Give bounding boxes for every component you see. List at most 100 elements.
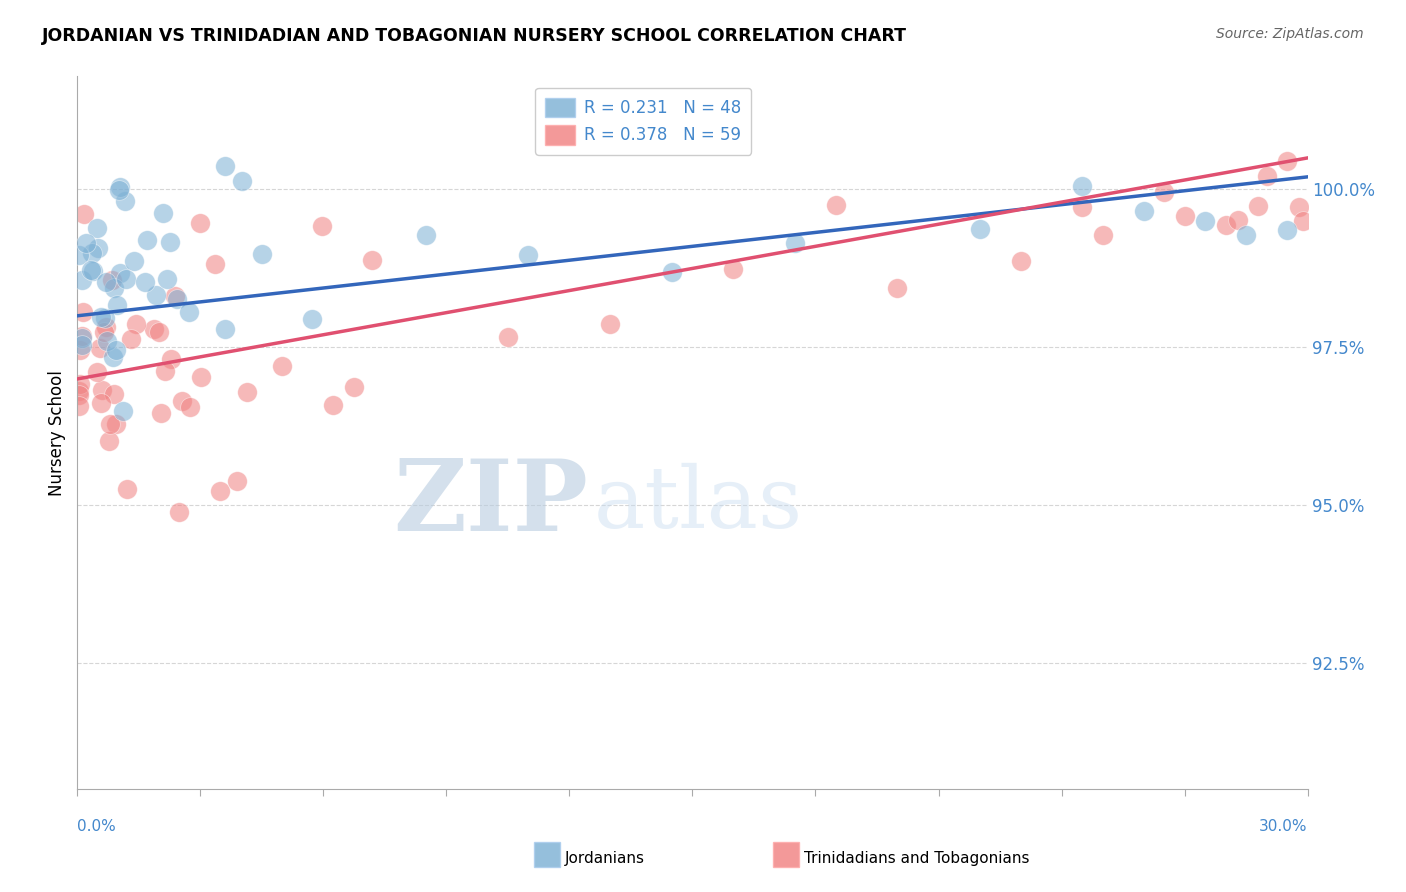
Text: 0.0%: 0.0% — [77, 820, 117, 834]
Y-axis label: Nursery School: Nursery School — [48, 369, 66, 496]
Point — [886, 281, 908, 295]
Point — [179, 400, 201, 414]
Point — [96, 334, 118, 348]
Point — [1091, 227, 1114, 242]
Point — [70, 331, 93, 345]
Point — [1234, 227, 1257, 242]
Point — [661, 265, 683, 279]
Point — [169, 505, 191, 519]
Point — [231, 174, 253, 188]
Text: ZIP: ZIP — [394, 456, 588, 552]
Point — [190, 370, 212, 384]
Text: JORDANIAN VS TRINIDADIAN AND TOBAGONIAN NURSERY SCHOOL CORRELATION CHART: JORDANIAN VS TRINIDADIAN AND TOBAGONIAN … — [42, 27, 907, 45]
Point — [98, 417, 121, 431]
Point — [322, 398, 344, 412]
Point — [208, 483, 231, 498]
Point — [90, 396, 112, 410]
Point — [1288, 201, 1310, 215]
Point — [152, 205, 174, 219]
Point — [969, 222, 991, 236]
Point — [103, 387, 125, 401]
Point — [70, 273, 93, 287]
Point — [517, 248, 540, 262]
Point — [87, 241, 110, 255]
Point — [1247, 199, 1270, 213]
Point — [136, 233, 159, 247]
Point — [72, 305, 94, 319]
Point — [86, 221, 108, 235]
Point — [1275, 154, 1298, 169]
Point — [1010, 253, 1032, 268]
Point — [122, 253, 145, 268]
Text: Source: ZipAtlas.com: Source: ZipAtlas.com — [1216, 27, 1364, 41]
Point — [723, 262, 745, 277]
Point — [105, 343, 128, 357]
Point — [125, 317, 148, 331]
Point — [1194, 213, 1216, 227]
Point — [1071, 200, 1094, 214]
Point — [159, 235, 181, 249]
Point — [143, 322, 166, 336]
Point — [1174, 209, 1197, 223]
Point — [67, 384, 90, 398]
Point — [166, 292, 188, 306]
Text: atlas: atlas — [595, 462, 803, 546]
Point — [599, 317, 621, 331]
Point — [361, 253, 384, 268]
Point — [1226, 213, 1249, 227]
Point — [86, 366, 108, 380]
Point — [114, 194, 136, 208]
Point — [496, 330, 519, 344]
Point — [105, 297, 128, 311]
Point — [75, 236, 97, 251]
Point — [80, 262, 103, 277]
Point — [825, 198, 848, 212]
Point — [1256, 169, 1278, 183]
Point — [93, 325, 115, 339]
Text: Trinidadians and Tobagonians: Trinidadians and Tobagonians — [804, 851, 1029, 865]
Point — [115, 272, 138, 286]
Point — [1132, 204, 1154, 219]
Point — [72, 329, 94, 343]
Point — [163, 289, 186, 303]
Point — [115, 482, 138, 496]
Point — [1153, 186, 1175, 200]
Point — [188, 216, 211, 230]
Point — [108, 183, 131, 197]
Point — [70, 338, 93, 352]
Point — [89, 310, 111, 325]
Point — [153, 364, 176, 378]
Point — [94, 275, 117, 289]
Point — [179, 304, 201, 318]
Point — [204, 257, 226, 271]
Point — [415, 227, 437, 242]
Point — [67, 399, 90, 413]
Point — [96, 320, 118, 334]
Point — [225, 474, 247, 488]
Point — [101, 350, 124, 364]
Point — [108, 180, 131, 194]
Point — [172, 393, 194, 408]
Point — [89, 341, 111, 355]
Text: Jordanians: Jordanians — [565, 851, 645, 865]
Point — [94, 311, 117, 326]
Point — [104, 417, 127, 432]
Point — [69, 376, 91, 391]
Point — [73, 206, 96, 220]
Point — [82, 246, 104, 260]
Point — [82, 264, 104, 278]
Point — [134, 275, 156, 289]
Point — [311, 219, 333, 234]
Point — [150, 406, 173, 420]
Point — [250, 247, 273, 261]
Point — [1071, 179, 1094, 194]
Point — [343, 380, 366, 394]
Point — [236, 384, 259, 399]
Point — [783, 235, 806, 250]
Point — [69, 343, 91, 357]
Point — [271, 359, 294, 374]
Point — [67, 248, 90, 262]
Point — [1292, 213, 1315, 227]
Point — [103, 281, 125, 295]
Point — [97, 434, 120, 448]
